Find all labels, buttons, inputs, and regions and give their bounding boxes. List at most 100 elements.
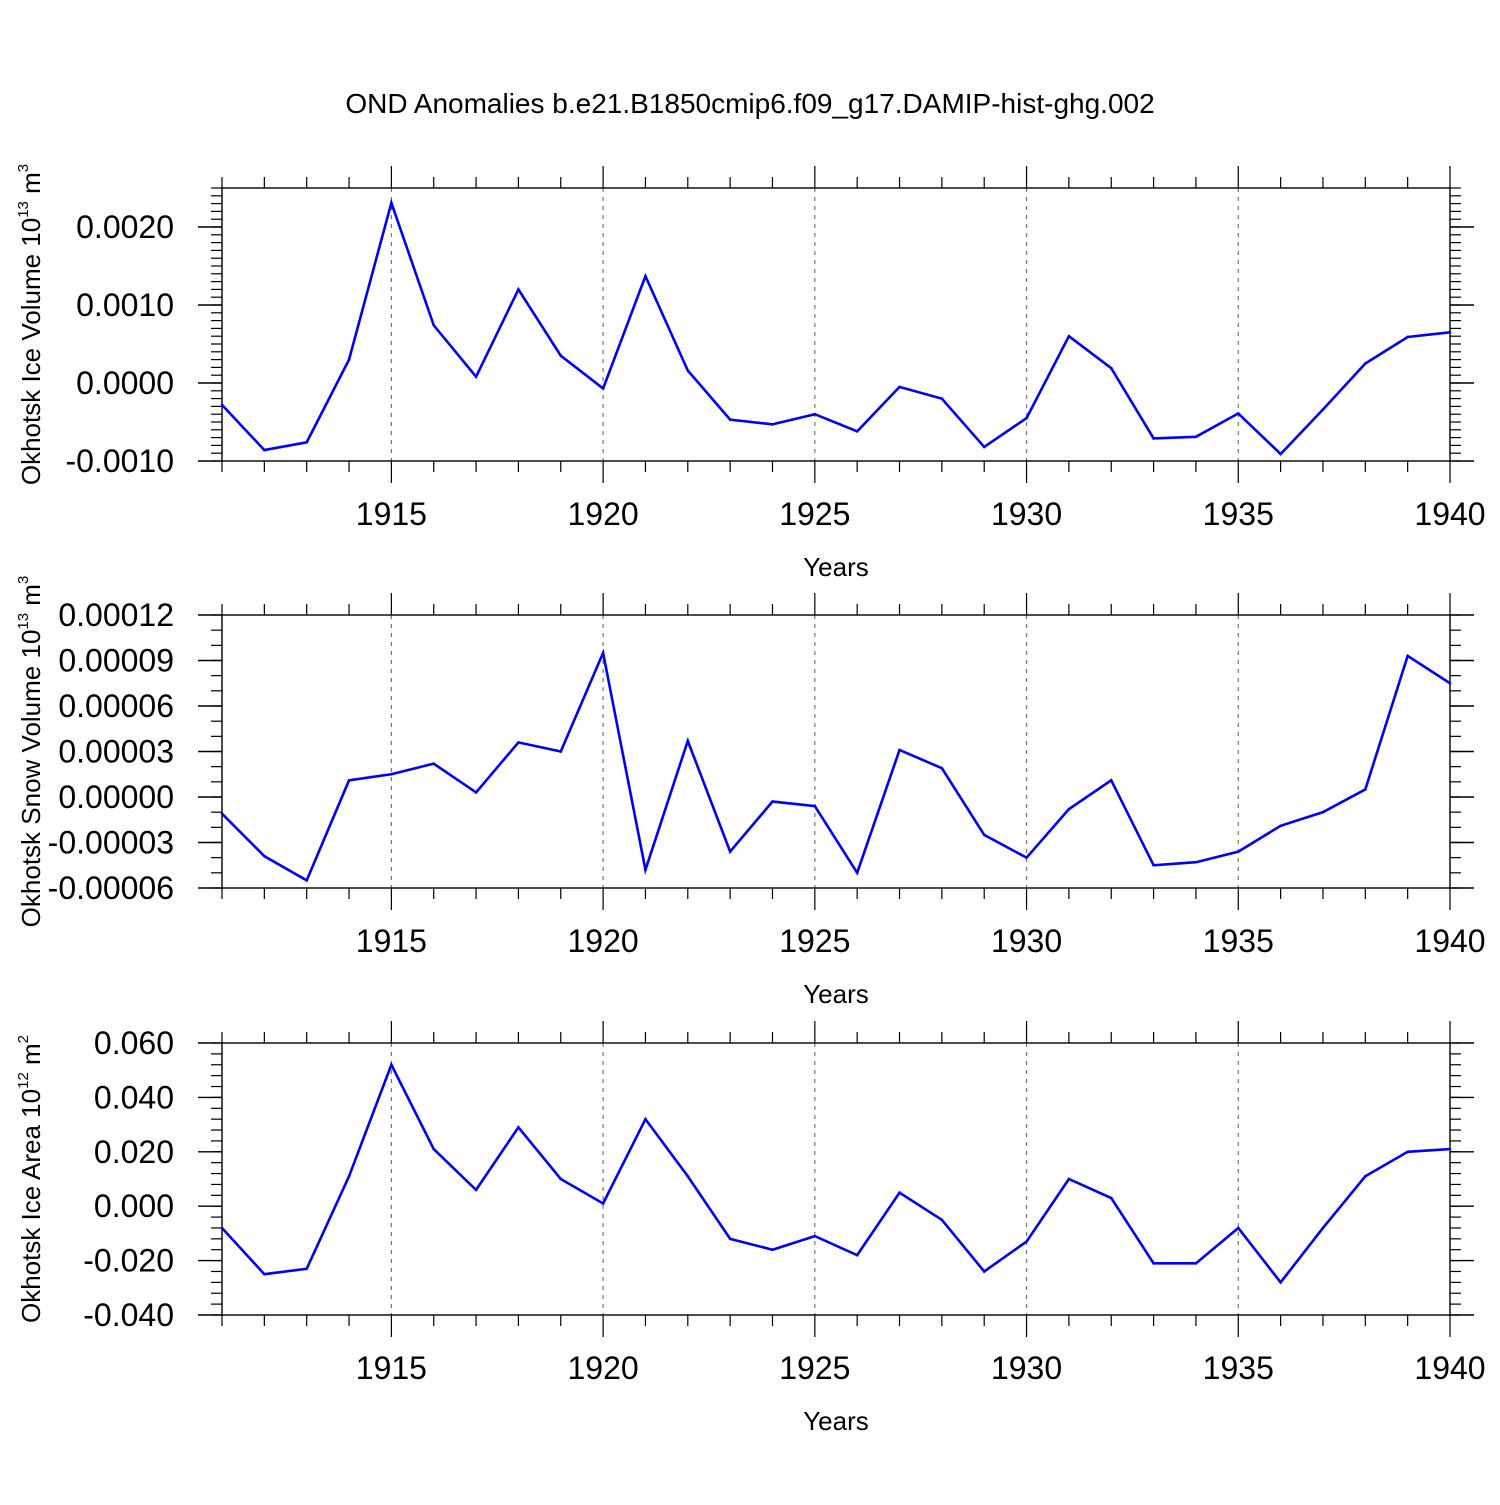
data-point [1236,1226,1240,1230]
data-point [1025,856,1028,859]
x-tick-label: 1935 [1203,496,1274,532]
data-point [1067,1177,1071,1181]
data-point [390,1063,393,1067]
data-point [1067,807,1071,811]
y-tick-label: 0.00009 [58,643,174,679]
data-point [813,1234,817,1238]
x-axis-title: Years [803,1406,869,1436]
y-tick-label: 0.020 [94,1134,174,1170]
data-point [728,418,732,421]
y-axis-title: Okhotsk Snow Volume 1013 m3 [15,576,46,928]
data-point [728,850,732,853]
data-point [601,651,605,655]
data-point [1279,1281,1282,1284]
y-tick-label: -0.020 [83,1243,174,1279]
data-point [1025,416,1028,420]
data-point [982,833,986,837]
chart-panel-3: -0.040 -0.020 0.000 0.020 0.040 0.060 1915 1920… [15,1021,1486,1436]
chart-panel-2: -0.00006 -0.00003 0.00000 0.00003 0.00006 0.0… [15,576,1486,1009]
data-point [1406,1150,1409,1154]
series-line [221,1061,1451,1285]
y-axis-title: Okhotsk Ice Volume 1013 m3 [15,164,46,485]
chart-panel-1: -0.0010 0.0000 0.0010 0.0020 1915 1920 1925 193… [15,164,1486,582]
chart-panels: -0.0010 0.0000 0.0010 0.0020 1915 1920 1925 193… [15,164,1486,1436]
data-point [982,445,986,449]
x-tick-label: 1940 [1414,1350,1485,1386]
data-point [1236,850,1240,853]
data-point [1194,1262,1198,1265]
data-point [1152,863,1155,867]
x-tick-label: 1915 [356,1350,427,1386]
y-tick-label: -0.040 [83,1297,174,1333]
x-tick-label: 1925 [779,1350,850,1386]
y-tick-label: 0.00012 [58,597,174,633]
data-point [1279,824,1282,828]
data-point [263,448,266,452]
data-point [686,369,690,372]
data-point [432,323,436,327]
data-point [855,430,859,433]
data-point [982,1270,986,1273]
data-point [517,1126,520,1129]
plot-frame [221,187,1451,462]
data-point [1279,452,1282,456]
plot-frame [221,1042,1451,1316]
series-line [221,198,1451,456]
data-point [1109,1196,1113,1200]
y-tick-label: 0.000 [94,1188,174,1224]
y-tick-label: 0.00006 [58,688,174,724]
data-point [432,762,436,765]
data-point [474,1188,478,1192]
y-tick-label: -0.00006 [48,870,174,906]
data-point [813,412,817,416]
x-tick-label: 1930 [991,1350,1062,1386]
data-point [1364,788,1367,791]
data-point [855,1253,859,1257]
data-point [1194,435,1198,439]
y-tick-label: 0.0010 [76,287,174,323]
data-point [474,791,478,794]
data-point [601,1202,605,1205]
data-point [686,1174,690,1178]
x-tick-label: 1915 [356,496,427,532]
data-point [559,354,563,358]
data-point [771,423,774,426]
x-axis-title: Years [803,552,869,582]
data-point [263,854,266,858]
x-tick-label: 1925 [779,923,850,959]
data-point [474,375,478,379]
x-tick-label: 1935 [1203,923,1274,959]
data-point [940,397,944,400]
data-point [1109,366,1113,370]
y-tick-label: 0.00000 [58,779,174,815]
data-point [517,288,520,291]
data-point [559,1177,563,1181]
data-point [517,741,520,744]
data-point [1321,1226,1325,1230]
y-tick-label: -0.00003 [48,825,174,861]
data-point [855,871,859,875]
data-point [644,868,647,872]
y-tick-label: 0.060 [94,1025,174,1061]
data-point [898,385,901,389]
data-point [390,201,393,205]
data-point [686,739,690,743]
data-point [1067,334,1071,338]
x-tick-label: 1940 [1414,496,1485,532]
data-point [1025,1240,1028,1243]
data-point [898,748,901,752]
data-point [1109,779,1113,782]
x-tick-label: 1920 [568,496,639,532]
data-point [220,1226,224,1230]
x-tick-label: 1930 [991,496,1062,532]
x-axis-title: Years [803,979,869,1009]
data-point [1321,408,1325,411]
data-point [1194,860,1198,864]
data-point [347,779,351,782]
x-tick-label: 1930 [991,923,1062,959]
data-point [898,1191,901,1194]
data-point [305,1267,308,1271]
data-point [559,750,563,753]
